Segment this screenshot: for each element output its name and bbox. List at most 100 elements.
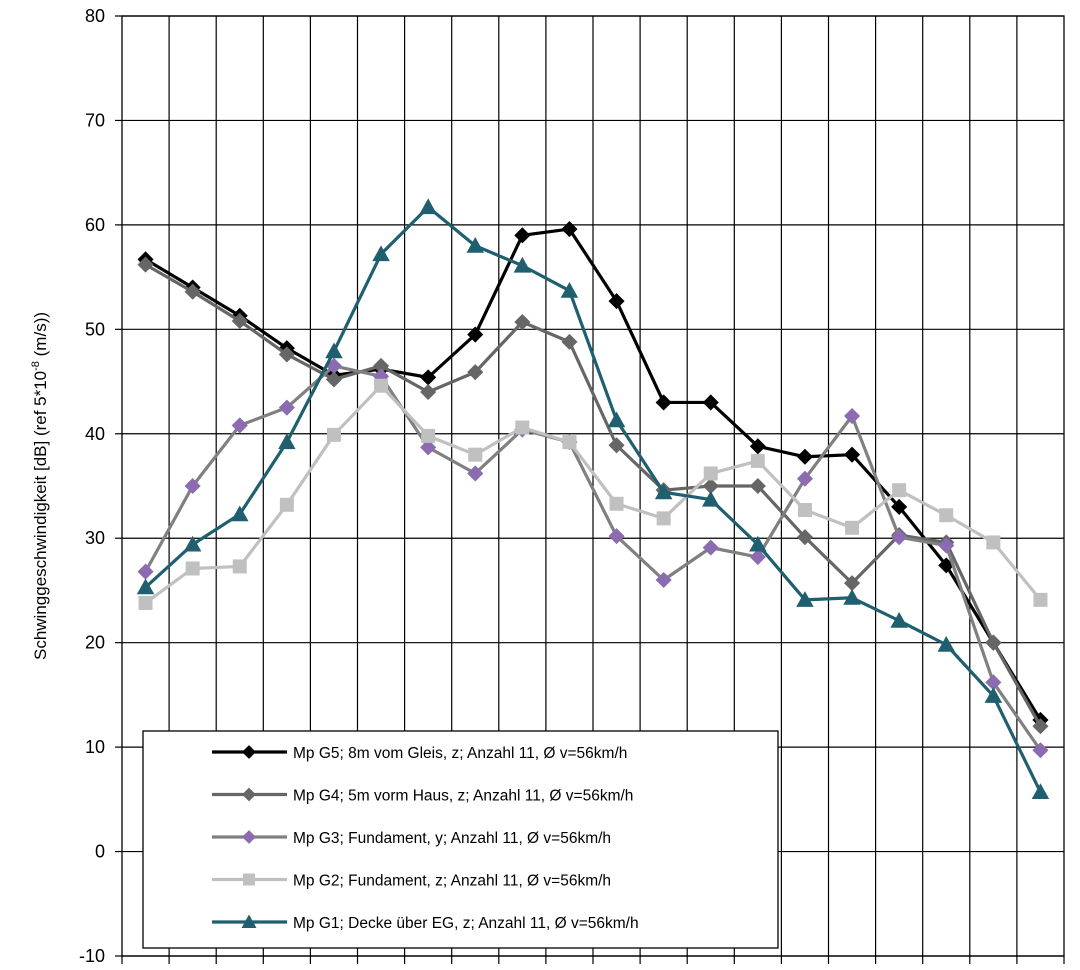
data-point — [749, 535, 767, 552]
data-point — [608, 528, 625, 545]
data-point — [844, 407, 861, 425]
data-point — [184, 477, 201, 495]
legend-label: Mp G5; 8m vom Gleis, z; Anzahl 11, Ø v=5… — [293, 745, 627, 762]
legend-item: Mp G1; Decke über EG, z; Anzahl 11, Ø v=… — [212, 914, 639, 932]
data-point — [749, 477, 766, 495]
y-axis-ticks: -10 0 10 20 30 40 50 60 70 80 — [79, 6, 122, 966]
data-point — [421, 428, 436, 443]
data-point — [325, 342, 343, 359]
data-point — [278, 433, 296, 450]
data-point — [279, 497, 294, 512]
data-point — [467, 465, 484, 482]
data-point — [514, 227, 531, 244]
data-point — [137, 256, 154, 273]
data-point — [702, 394, 719, 411]
data-point — [420, 383, 437, 401]
data-point — [231, 312, 248, 330]
series-line — [144, 205, 1042, 793]
data-point — [136, 578, 155, 595]
data-point — [514, 313, 531, 331]
data-point — [890, 611, 908, 628]
data-point — [891, 529, 908, 546]
data-point — [749, 438, 766, 455]
data-point — [702, 490, 720, 507]
data-point — [326, 427, 341, 442]
data-point — [515, 420, 530, 435]
data-point — [1031, 783, 1050, 800]
data-point — [750, 453, 765, 468]
data-point — [891, 498, 908, 515]
data-point — [797, 503, 812, 518]
series-5 — [136, 198, 1050, 800]
data-point — [939, 508, 954, 523]
data-point — [938, 557, 955, 574]
y-tick-label: 60 — [85, 215, 105, 235]
data-point — [796, 470, 813, 487]
y-tick-label: 70 — [85, 110, 105, 130]
y-tick-label: 50 — [85, 319, 105, 339]
data-point — [937, 636, 955, 652]
data-point — [278, 399, 295, 416]
data-point — [561, 221, 578, 238]
data-point — [845, 520, 860, 535]
legend-marker — [242, 745, 256, 759]
data-point — [420, 439, 437, 456]
legend-marker — [243, 873, 255, 886]
y-tick-label: 30 — [85, 528, 105, 548]
data-point — [513, 256, 532, 273]
y-axis-title: Schwinggeschwindigkeit [dB] (ref 5*10-8 … — [30, 312, 50, 660]
y-tick-label: 40 — [85, 424, 105, 444]
legend-marker — [242, 830, 256, 844]
data-point — [137, 563, 154, 580]
data-point — [986, 535, 1001, 550]
series-2 — [137, 256, 1049, 735]
data-point — [325, 357, 342, 374]
data-point — [325, 371, 342, 388]
series-line — [144, 364, 1042, 752]
data-point — [655, 571, 672, 589]
legend-label: Mp G2; Fundament, z; Anzahl 11, Ø v=56km… — [293, 873, 611, 890]
data-point — [466, 237, 484, 253]
data-point — [467, 364, 484, 381]
legend-item: Mp G4; 5m vorm Haus, z; Anzahl 11, Ø v=5… — [212, 788, 633, 805]
legend-label: Mp G4; 5m vorm Haus, z; Anzahl 11, Ø v=5… — [293, 788, 633, 805]
data-point — [232, 559, 247, 574]
series-line — [144, 263, 1042, 728]
data-point — [420, 369, 437, 386]
data-point — [985, 634, 1002, 651]
data-point — [984, 687, 1003, 703]
data-point — [467, 326, 484, 343]
data-point — [796, 529, 813, 546]
data-point — [609, 496, 624, 511]
data-point — [892, 483, 907, 498]
data-point — [183, 535, 202, 552]
legend-label: Mp G3; Fundament, y; Anzahl 11, Ø v=56km… — [293, 830, 611, 847]
legend-marker — [242, 787, 256, 802]
legend-item: Mp G2; Fundament, z; Anzahl 11, Ø v=56km… — [212, 873, 611, 890]
plot-area-border — [121, 15, 1065, 957]
data-point — [844, 575, 861, 592]
y-tick-label: 0 — [95, 842, 105, 862]
data-point — [843, 589, 861, 605]
data-point — [419, 198, 437, 215]
axes — [121, 15, 1065, 964]
data-point — [231, 417, 248, 434]
data-point — [1032, 742, 1049, 759]
data-point — [938, 537, 955, 554]
data-point — [702, 477, 719, 495]
data-point — [560, 281, 579, 298]
legend-label: Mp G1; Decke über EG, z; Anzahl 11, Ø v=… — [293, 915, 639, 932]
legend-marker — [241, 914, 257, 928]
data-point — [1032, 718, 1049, 735]
legend-item: Mp G5; 8m vom Gleis, z; Anzahl 11, Ø v=5… — [212, 745, 627, 762]
data-point — [844, 446, 861, 463]
data-point — [655, 394, 672, 411]
data-point — [985, 674, 1002, 691]
series-3 — [137, 357, 1049, 759]
data-point — [184, 283, 201, 300]
series-4 — [138, 378, 1048, 610]
data-point — [138, 595, 153, 610]
data-point — [561, 333, 578, 350]
data-point — [231, 505, 249, 522]
